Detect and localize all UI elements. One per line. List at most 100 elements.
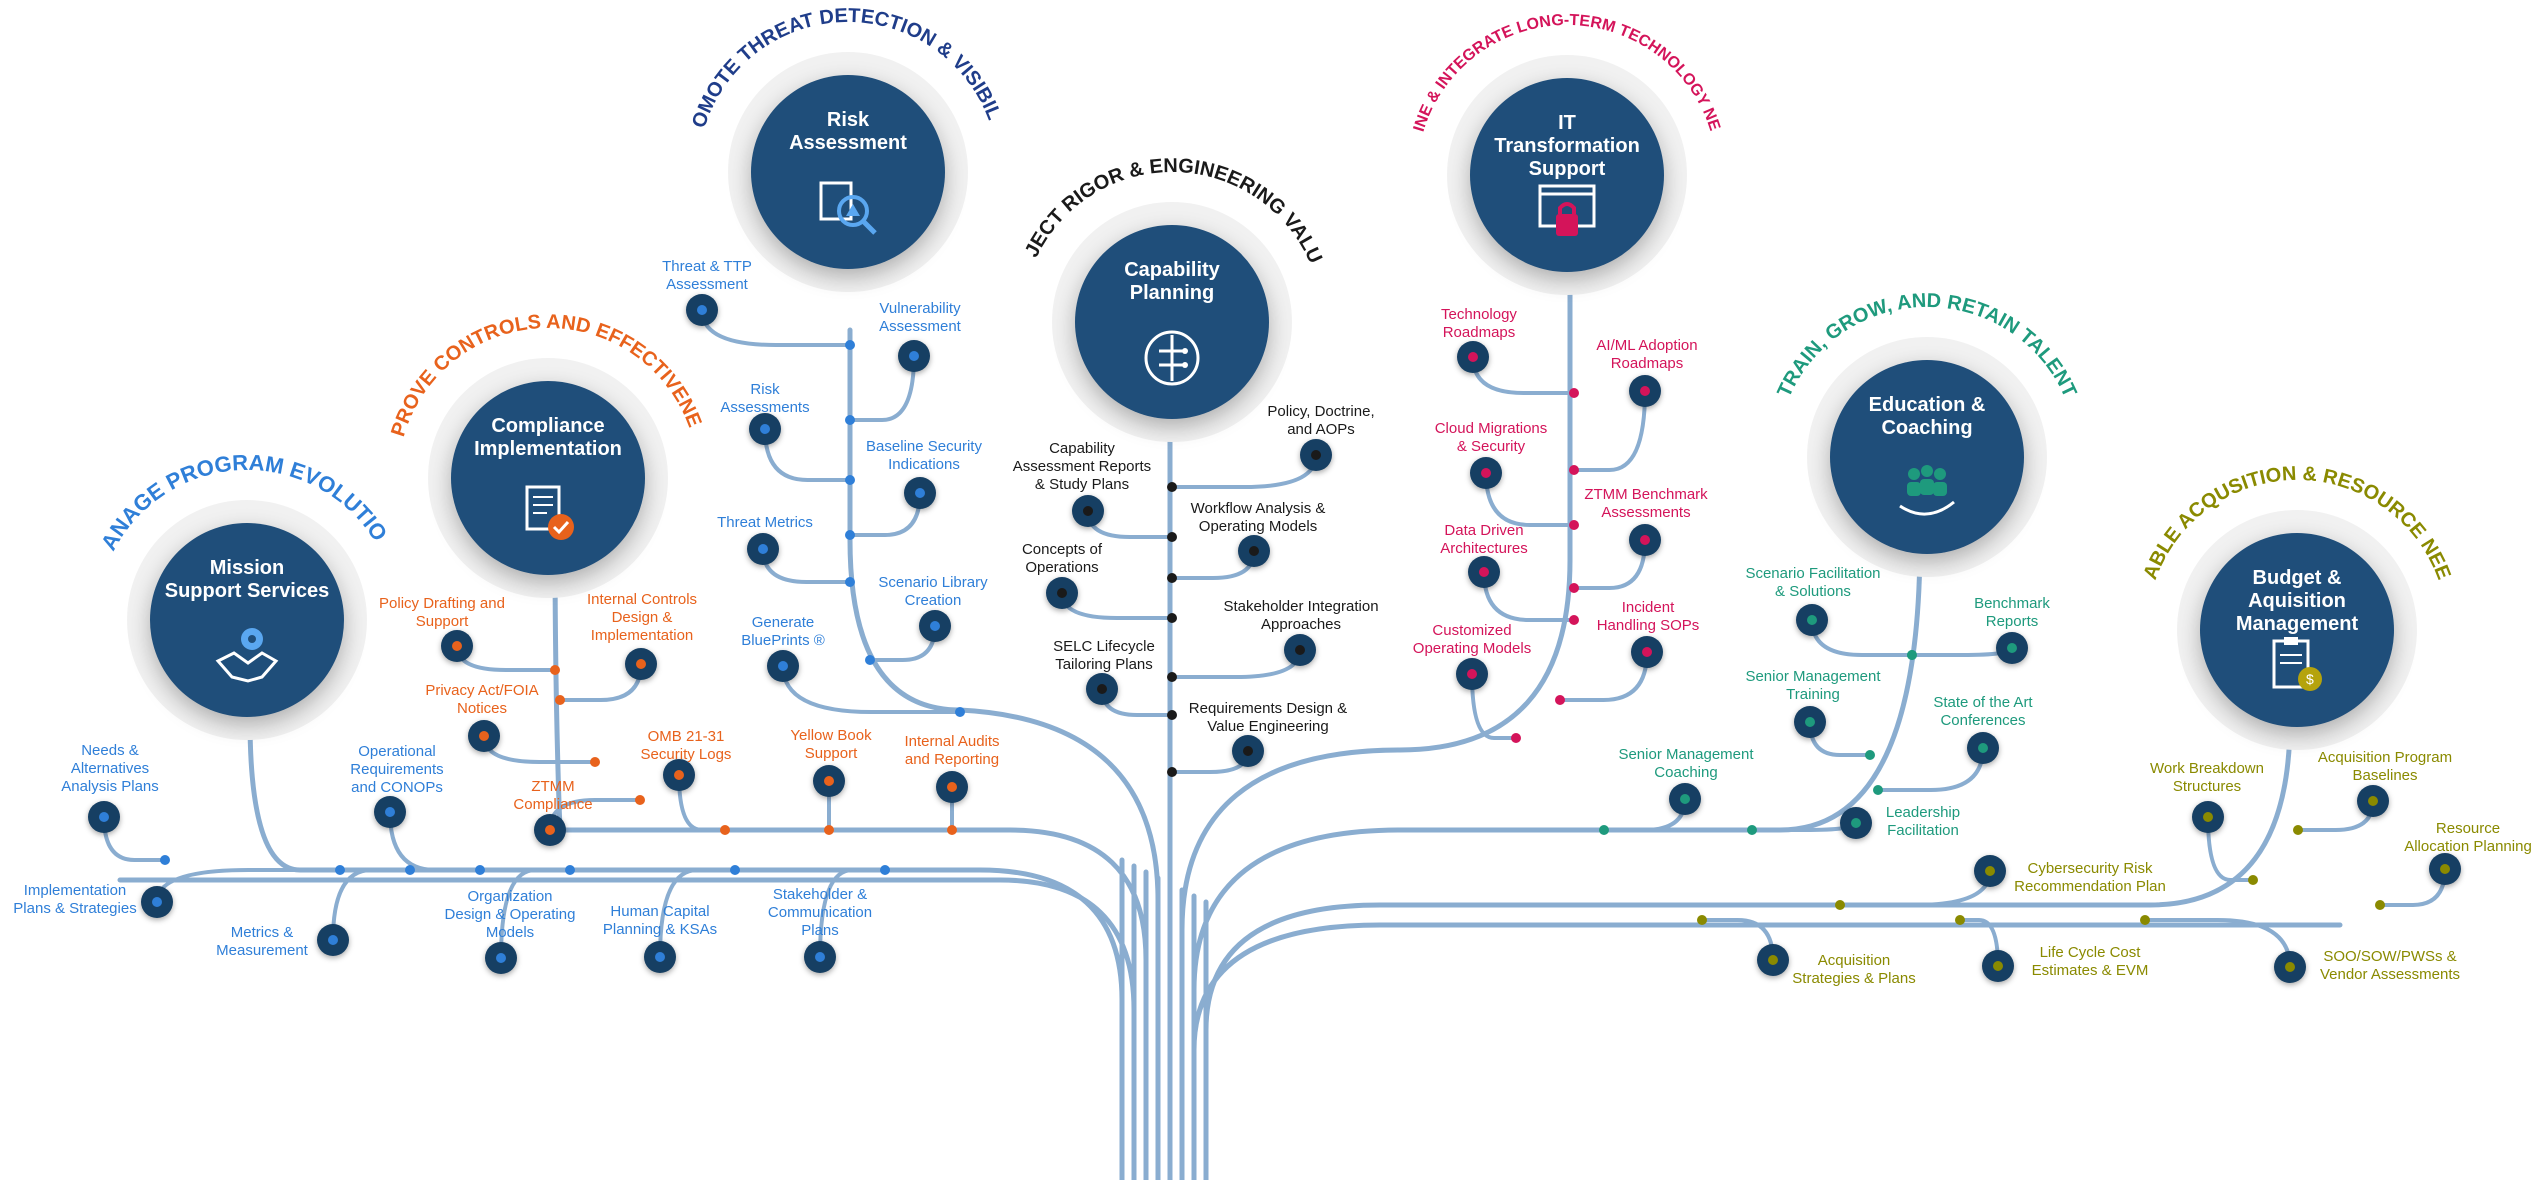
mission-leaf-label: Implementation Plans & Strategies — [13, 882, 137, 917]
risk-leaf-node — [686, 294, 718, 326]
it-leaf-node — [1631, 636, 1663, 668]
leaf-dot — [915, 488, 925, 498]
compliance-hub-title: Compliance Implementation — [474, 415, 622, 460]
budget-leaf-node — [2192, 801, 2224, 833]
budget-leaf-label: Acquisition Strategies & Plans — [1792, 952, 1916, 987]
risk-leaf-node — [749, 413, 781, 445]
junction-dot — [824, 825, 834, 835]
budget-leaf-label: Resource Allocation Planning — [2404, 820, 2532, 855]
mission-leaf-branch — [658, 868, 737, 959]
junction-dot — [947, 825, 957, 835]
junction-dot — [405, 865, 415, 875]
leaf-dot — [778, 661, 788, 671]
leaf-dot — [2203, 812, 2213, 822]
budget-leaf-label: Cybersecurity Risk Recommendation Plan — [2014, 860, 2166, 895]
it-leaf-node — [1629, 524, 1661, 556]
budget-leaf-node — [2357, 785, 2389, 817]
leaf-dot — [1083, 506, 1093, 516]
mission-leaf-node — [644, 941, 676, 973]
people-hand-icon — [1899, 465, 1955, 516]
capability-hub-title: Capability Planning — [1124, 259, 1220, 304]
leaf-dot — [674, 770, 684, 780]
budget-leaf-label: Acquisition Program Baselines — [2317, 749, 2453, 784]
leaf-dot — [1680, 794, 1690, 804]
svg-text:$: $ — [2306, 671, 2314, 687]
mission-leaf-node — [141, 886, 173, 918]
budget-leaf-label: Work Breakdown Structures — [2150, 760, 2264, 795]
junction-dot — [1167, 613, 1177, 623]
risk-leaf-label: Vulnerability Assessment — [879, 300, 961, 335]
document-check-icon — [525, 485, 574, 540]
budget-leaf-node — [1974, 855, 2006, 887]
leaf-dot — [1807, 615, 1817, 625]
leaf-dot — [1993, 961, 2003, 971]
leaf-dot — [1249, 546, 1259, 556]
junction-dot — [2293, 825, 2303, 835]
risk-leaf-label: Scenario Library Creation — [878, 574, 988, 609]
leaf-dot — [1851, 818, 1861, 828]
education-leaf-label: Senior Management Coaching — [1618, 746, 1754, 781]
leaf-dot — [758, 544, 768, 554]
leaf-dot — [1985, 866, 1995, 876]
junction-dot — [2140, 915, 2150, 925]
mission-leaf-branch — [388, 810, 482, 872]
junction-dot — [880, 865, 890, 875]
education-leaf-label: State of the Art Conferences — [1933, 694, 2033, 729]
education-leaf-label: Senior Management Training — [1745, 668, 1881, 703]
compliance-leaf-node — [441, 630, 473, 662]
risk-leaf-node — [767, 650, 799, 682]
it-hub-title: IT Transformation Support — [1494, 112, 1640, 180]
leaf-dot — [1640, 386, 1650, 396]
leaf-dot — [824, 776, 834, 786]
education-main-branch — [1191, 537, 1923, 1180]
risk-leaf-node — [904, 477, 936, 509]
education-leaf-node — [1669, 783, 1701, 815]
capability-leaf-node — [1300, 439, 1332, 471]
mission-leaf-branch — [155, 868, 342, 904]
junction-dot — [845, 530, 855, 540]
leaf-dot — [2285, 962, 2295, 972]
capability-leaf-label: Stakeholder Integration Approaches — [1223, 598, 1379, 633]
capability-leaf-node — [1086, 673, 1118, 705]
leaf-dot — [1295, 645, 1305, 655]
mission-hub: Mission Support Services — [150, 523, 344, 717]
junction-dot — [845, 415, 855, 425]
it-leaf-branch — [1572, 389, 1647, 472]
it-leaf-label: Data Driven Architectures — [1440, 522, 1528, 557]
compliance-leaf-node — [625, 648, 657, 680]
leaf-dot — [1640, 535, 1650, 545]
junction-dot — [1865, 750, 1875, 760]
junction-dot — [845, 577, 855, 587]
leaf-dot — [479, 731, 489, 741]
risk-hub: Risk Assessment — [751, 75, 945, 269]
junction-dot — [1167, 482, 1177, 492]
junction-dot — [845, 475, 855, 485]
it-leaf-node — [1468, 556, 1500, 588]
mission-leaf-branch — [818, 868, 887, 959]
it-leaf-node — [1457, 341, 1489, 373]
leaf-dot — [1057, 588, 1067, 598]
education-hub-title: Education & Coaching — [1868, 394, 1986, 439]
junction-dot — [1511, 733, 1521, 743]
junction-dot — [1167, 573, 1177, 583]
leaf-dot — [545, 825, 555, 835]
compliance-leaf-node — [936, 771, 968, 803]
junction-dot — [335, 865, 345, 875]
mission-leaf-node — [374, 796, 406, 828]
junction-dot — [550, 665, 560, 675]
risk-leaf-node — [898, 340, 930, 372]
it-leaf-label: AI/ML Adoption Roadmaps — [1596, 337, 1698, 372]
education-leaf-node — [1794, 706, 1826, 738]
mission-hub-title: Mission Support Services — [164, 557, 330, 602]
compliance-leaf-label: Internal Audits and Reporting — [904, 733, 1000, 768]
budget-lower-branch — [1191, 922, 2343, 1180]
junction-dot — [1569, 583, 1579, 593]
junction-dot — [565, 865, 575, 875]
leaf-dot — [1243, 746, 1253, 756]
mission-leaf-label: Needs & Alternatives Analysis Plans — [61, 742, 159, 795]
it-leaf-node — [1456, 658, 1488, 690]
junction-dot — [2248, 875, 2258, 885]
magnifier-warning-icon — [819, 181, 877, 235]
